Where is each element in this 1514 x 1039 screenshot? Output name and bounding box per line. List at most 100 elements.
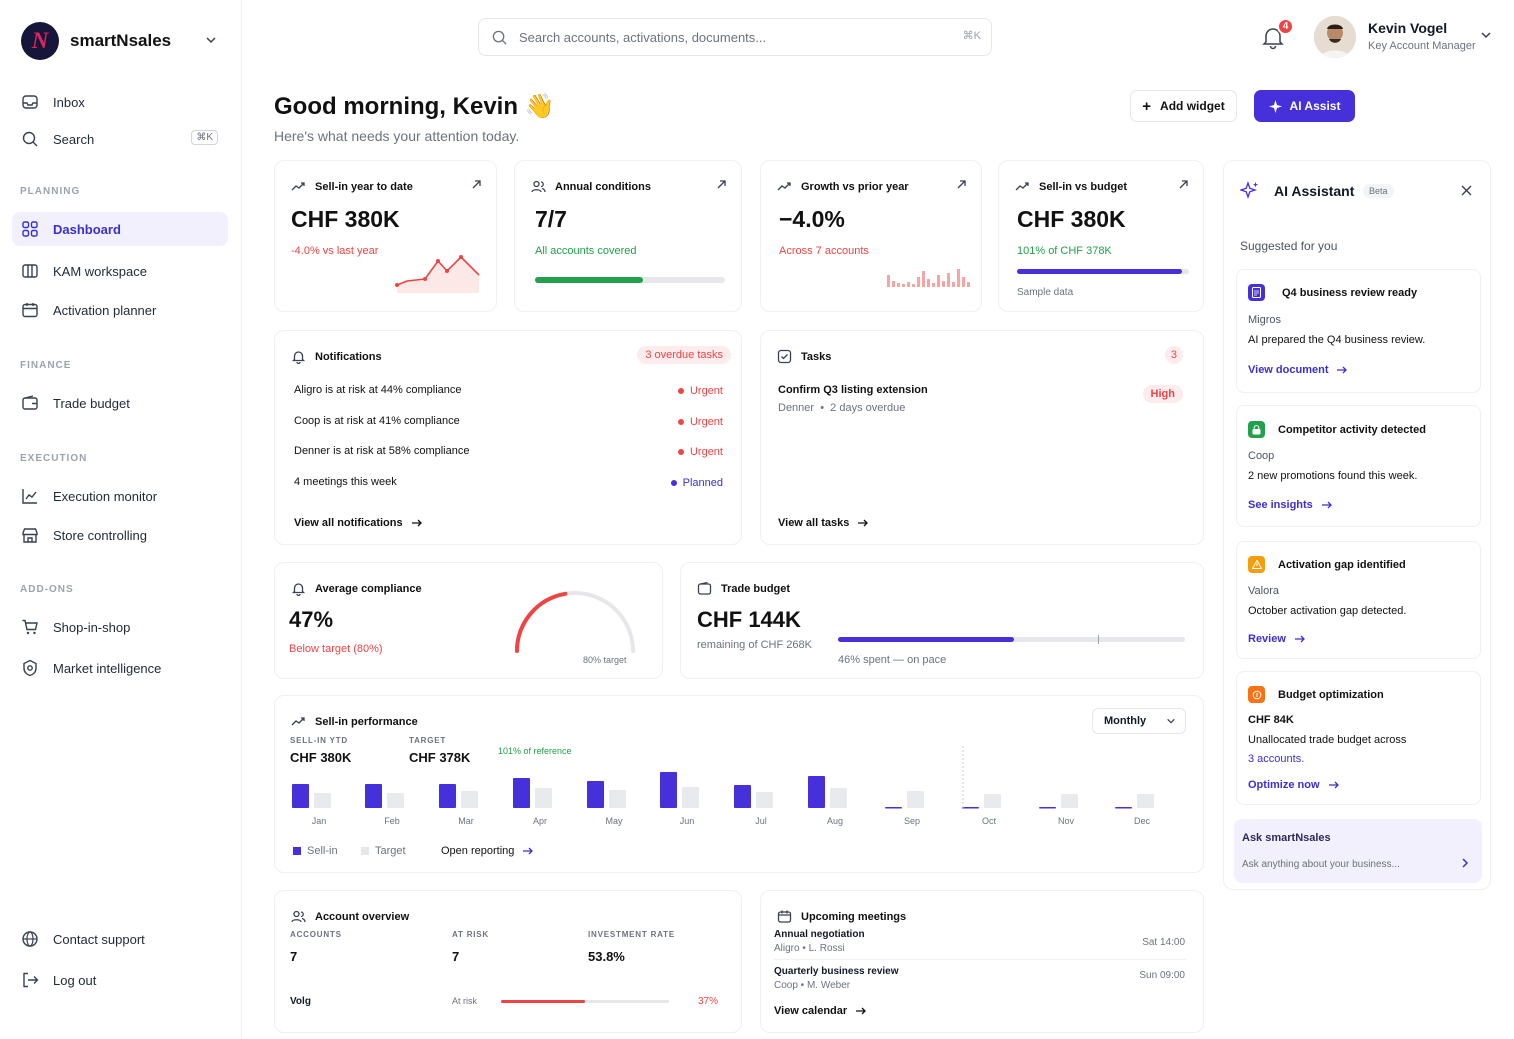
bar-sellin-nov[interactable]	[1039, 807, 1056, 809]
account-row-name[interactable]: Volg	[290, 996, 311, 1007]
kpi-card-budget[interactable]: Sell-in vs budget CHF 380K 101% of CHF 3…	[998, 160, 1204, 312]
external-link-icon[interactable]	[471, 179, 482, 190]
ai-suggestion-card[interactable]: Q4 business review ready Migros AI prepa…	[1236, 269, 1481, 393]
global-search-input[interactable]: Search accounts, activations, documents.…	[478, 18, 992, 56]
risk-label: AT RISK	[452, 930, 490, 939]
sidebar-item-trade-budget[interactable]: Trade budget	[12, 386, 228, 420]
compliance-card[interactable]: Average compliance 47% Below target (80%…	[274, 562, 663, 679]
notification-item[interactable]: Coop is at risk at 41% compliance	[294, 415, 460, 427]
optimize-now-link[interactable]: Optimize now	[1248, 779, 1340, 791]
suggestion-desc: October activation gap detected.	[1248, 605, 1407, 617]
bar-sellin-aug[interactable]	[808, 776, 825, 808]
bar-sellin-may[interactable]	[587, 781, 604, 808]
trend-up-icon	[1015, 182, 1029, 191]
wallet-icon	[22, 395, 38, 410]
ai-suggestion-card[interactable]: Activation gap identified Valora October…	[1236, 541, 1481, 659]
bar-target-nov[interactable]	[1061, 794, 1078, 808]
view-all-tasks-link[interactable]: View all tasks	[778, 517, 869, 529]
sidebar-item-activation-planner[interactable]: Activation planner	[12, 293, 228, 327]
sidebar-item-log-out[interactable]: Log out	[12, 963, 228, 997]
sidebar-item-execution-monitor[interactable]: Execution monitor	[12, 479, 228, 513]
view-document-link[interactable]: View document	[1248, 364, 1348, 376]
bar-target-apr[interactable]	[535, 788, 552, 808]
brand[interactable]: N smartNsales	[21, 22, 171, 60]
bar-target-feb[interactable]	[387, 793, 404, 808]
sidebar-item-market-intelligence[interactable]: Market intelligence	[12, 651, 228, 685]
view-calendar-link[interactable]: View calendar	[774, 1005, 867, 1017]
tick-label-jan: Jan	[312, 816, 327, 826]
bar-target-sep[interactable]	[907, 791, 924, 808]
bar-target-mar[interactable]	[461, 791, 478, 808]
ytd-value: CHF 380K	[290, 750, 352, 765]
bar-target-jan[interactable]	[314, 793, 331, 808]
card-title: Sell-in performance	[291, 714, 418, 729]
open-reporting-link[interactable]: Open reporting	[441, 845, 534, 857]
meeting-title[interactable]: Quarterly business review	[774, 966, 899, 977]
notification-count-badge: 4	[1277, 18, 1294, 35]
notification-item[interactable]: 4 meetings this week	[294, 476, 397, 488]
sidebar-item-shop-in-shop[interactable]: Shop-in-shop	[12, 610, 228, 644]
external-link-icon[interactable]	[956, 179, 967, 190]
chevron-down-icon[interactable]	[1480, 29, 1492, 41]
external-link-icon[interactable]	[716, 179, 727, 190]
close-icon[interactable]	[1461, 185, 1472, 196]
kpi-card-sellin[interactable]: Sell-in year to date CHF 380K -4.0% vs l…	[274, 160, 497, 312]
sidebar-item-label: Store controlling	[53, 527, 147, 543]
bar-target-jul[interactable]	[756, 792, 773, 808]
trade-budget-card[interactable]: Trade budget CHF 144K remaining of CHF 2…	[680, 562, 1204, 679]
avatar[interactable]	[1314, 16, 1356, 58]
bar-target-dec[interactable]	[1137, 794, 1154, 808]
bell-icon[interactable]	[1260, 24, 1286, 50]
bar-target-oct[interactable]	[984, 794, 1001, 808]
notifications-card: Notifications 3 overdue tasks Aligro is …	[274, 330, 742, 545]
sidebar-item-kam-workspace[interactable]: KAM workspace	[12, 254, 228, 288]
globe-icon	[22, 931, 38, 947]
bar-target-aug[interactable]	[830, 788, 847, 808]
ask-smartnsales-box[interactable]: Ask smartNsales Ask anything about your …	[1234, 819, 1482, 883]
bar-sellin-dec[interactable]	[1115, 807, 1132, 809]
bar-sellin-oct[interactable]	[962, 807, 979, 809]
review-link[interactable]: Review	[1248, 633, 1306, 645]
suggestion-title: Activation gap identified	[1278, 559, 1406, 571]
meeting-title[interactable]: Annual negotiation	[774, 929, 865, 940]
tick-label-oct: Oct	[982, 816, 997, 826]
external-link-icon[interactable]	[1178, 179, 1189, 190]
ai-suggestion-card[interactable]: Competitor activity detected Coop 2 new …	[1236, 405, 1481, 527]
card-title: Growth vs prior year	[777, 179, 909, 194]
bar-sellin-jun[interactable]	[660, 772, 677, 808]
sidebar-item-inbox[interactable]: Inbox	[12, 85, 228, 119]
notification-item[interactable]: Aligro is at risk at 44% compliance	[294, 384, 462, 396]
period-select[interactable]: Monthly	[1092, 708, 1186, 734]
bar-sellin-feb[interactable]	[365, 784, 382, 808]
shortcut-badge: ⌘K	[191, 130, 218, 145]
kpi-card-annual-conditions[interactable]: Annual conditions 7/7 All accounts cover…	[514, 160, 742, 312]
compliance-value: 47%	[289, 607, 334, 632]
bar-sellin-apr[interactable]	[513, 778, 530, 808]
bar-sellin-jul[interactable]	[734, 785, 751, 808]
bar-target-jun[interactable]	[682, 787, 699, 808]
notification-item[interactable]: Denner is at risk at 58% compliance	[294, 445, 470, 457]
kpi-card-growth[interactable]: Growth vs prior year −4.0% Across 7 acco…	[760, 160, 982, 312]
sidebar-item-search[interactable]: Search ⌘K	[12, 122, 228, 156]
suggested-heading: Suggested for you	[1240, 239, 1338, 253]
bar-sellin-mar[interactable]	[439, 784, 456, 808]
tick-label-nov: Nov	[1058, 816, 1075, 826]
add-widget-button[interactable]: + Add widget	[1130, 90, 1237, 122]
bar-target-may[interactable]	[609, 790, 626, 808]
bar-sellin-jan[interactable]	[292, 784, 309, 808]
bar-sellin-sep[interactable]	[885, 807, 902, 809]
see-insights-link[interactable]: See insights	[1248, 499, 1333, 511]
sidebar-item-store-controlling[interactable]: Store controlling	[12, 518, 228, 552]
sidebar-item-dashboard[interactable]: Dashboard	[12, 212, 228, 246]
sidebar-item-contact-support[interactable]: Contact support	[12, 922, 228, 956]
suggestion-desc-accounts[interactable]: 3 accounts.	[1248, 753, 1305, 765]
ai-suggestion-card[interactable]: Budget optimization CHF 84K Unallocated …	[1236, 671, 1481, 805]
view-all-notifications-link[interactable]: View all notifications	[294, 517, 423, 529]
status-badge: Urgent	[677, 416, 723, 428]
chevron-right-icon[interactable]	[1460, 857, 1470, 869]
sellin-bar-chart: Jan Feb Mar Apr May Jun Jul Aug Sep Oct Nov Dec	[292, 746, 1154, 826]
ai-assist-button[interactable]: AI Assist	[1254, 90, 1355, 122]
ask-input[interactable]: Ask anything about your business...	[1242, 859, 1400, 870]
chevron-down-icon[interactable]	[205, 34, 217, 46]
task-title[interactable]: Confirm Q3 listing extension	[778, 384, 928, 396]
